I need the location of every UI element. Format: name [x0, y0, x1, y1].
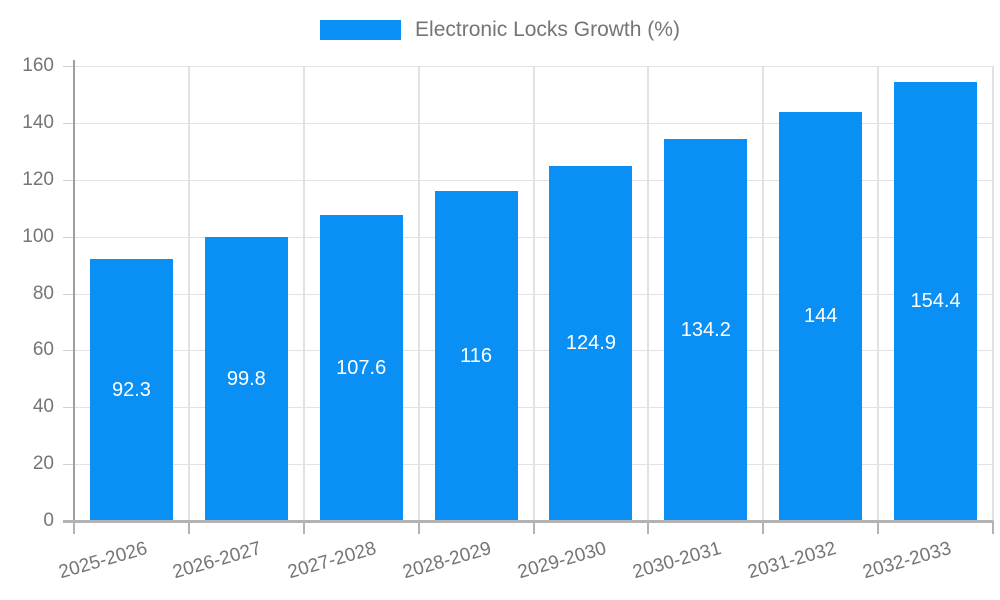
y-axis-label-160: 160	[22, 55, 54, 76]
xtick-6	[762, 521, 765, 534]
y-axis-label-120: 120	[22, 168, 54, 190]
gridline-x-8	[992, 66, 994, 521]
gridline-x-7	[877, 66, 880, 521]
xtick-7	[877, 521, 880, 534]
bar-value-2027-2028: 107.6	[336, 357, 387, 379]
bar-2027-2028[interactable]	[319, 215, 403, 521]
x-axis-label-2029-2030: 2029-2030	[515, 538, 609, 584]
y-axis-label-40: 40	[32, 396, 54, 418]
gridline-x-5	[647, 66, 650, 521]
xtick-3	[417, 521, 420, 534]
bar-value-2026-2027: 99.8	[226, 368, 266, 391]
bar-value-2029-2030: 124.9	[565, 332, 616, 355]
y-axis-label-80: 80	[32, 282, 54, 304]
bar-2029-2030[interactable]	[549, 165, 633, 521]
bar-value-2031-2032: 144	[804, 305, 838, 328]
y-axis-label-140: 140	[22, 111, 54, 133]
legend-label[interactable]: Electronic Locks Growth (%)	[415, 18, 680, 41]
x-axis-label-2030-2031: 2030-2031	[630, 538, 724, 584]
xtick-4	[532, 521, 535, 534]
x-axis-label-2031-2032: 2031-2032	[745, 538, 839, 584]
bar-2031-2032[interactable]	[779, 111, 863, 521]
x-axis-label-2032-2033: 2032-2033	[860, 538, 954, 584]
gridline-x-4	[532, 66, 535, 521]
ytick-40	[63, 407, 74, 409]
legend: Electronic Locks Growth (%)	[0, 18, 1000, 42]
ytick-160	[63, 66, 74, 67]
bar-2025-2026[interactable]	[89, 258, 173, 521]
gridline-x-1	[187, 66, 190, 521]
legend-swatch[interactable]	[320, 20, 402, 40]
gridline-x-2	[302, 66, 305, 521]
ytick-100	[63, 236, 74, 238]
bar-2028-2029[interactable]	[434, 191, 518, 521]
ytick-120	[63, 179, 74, 181]
x-axis-label-2027-2028: 2027-2028	[285, 538, 379, 584]
bar-2026-2027[interactable]	[204, 237, 288, 521]
bar-value-2028-2029: 116	[460, 345, 492, 368]
y-axis-label-0: 0	[43, 510, 54, 531]
xtick-0	[73, 521, 75, 534]
x-axis-label-2028-2029: 2028-2029	[400, 538, 494, 584]
y-axis-label-100: 100	[22, 225, 54, 247]
ytick-80	[63, 293, 74, 295]
ytick-60	[63, 350, 74, 352]
x-axis-line	[63, 520, 993, 523]
x-axis-label-2025-2026: 2025-2026	[56, 538, 150, 584]
bar-2032-2033[interactable]	[894, 81, 978, 521]
xtick-8	[992, 521, 994, 534]
ytick-140	[63, 122, 74, 124]
y-axis-label-20: 20	[32, 453, 54, 475]
x-axis-label-2026-2027: 2026-2027	[170, 538, 265, 584]
xtick-5	[647, 521, 650, 534]
bar-value-2030-2031: 134.2	[680, 319, 731, 342]
gridline-x-3	[417, 66, 420, 521]
y-axis-label-60: 60	[32, 339, 54, 361]
bar-2030-2031[interactable]	[664, 139, 748, 521]
gridline-x-6	[762, 66, 765, 521]
bar-value-2025-2026: 92.3	[111, 378, 151, 401]
xtick-2	[302, 521, 305, 534]
bar-value-2032-2033: 154.4	[910, 290, 961, 313]
y-axis-line	[73, 60, 75, 521]
ytick-20	[63, 464, 74, 466]
xtick-1	[187, 521, 190, 534]
